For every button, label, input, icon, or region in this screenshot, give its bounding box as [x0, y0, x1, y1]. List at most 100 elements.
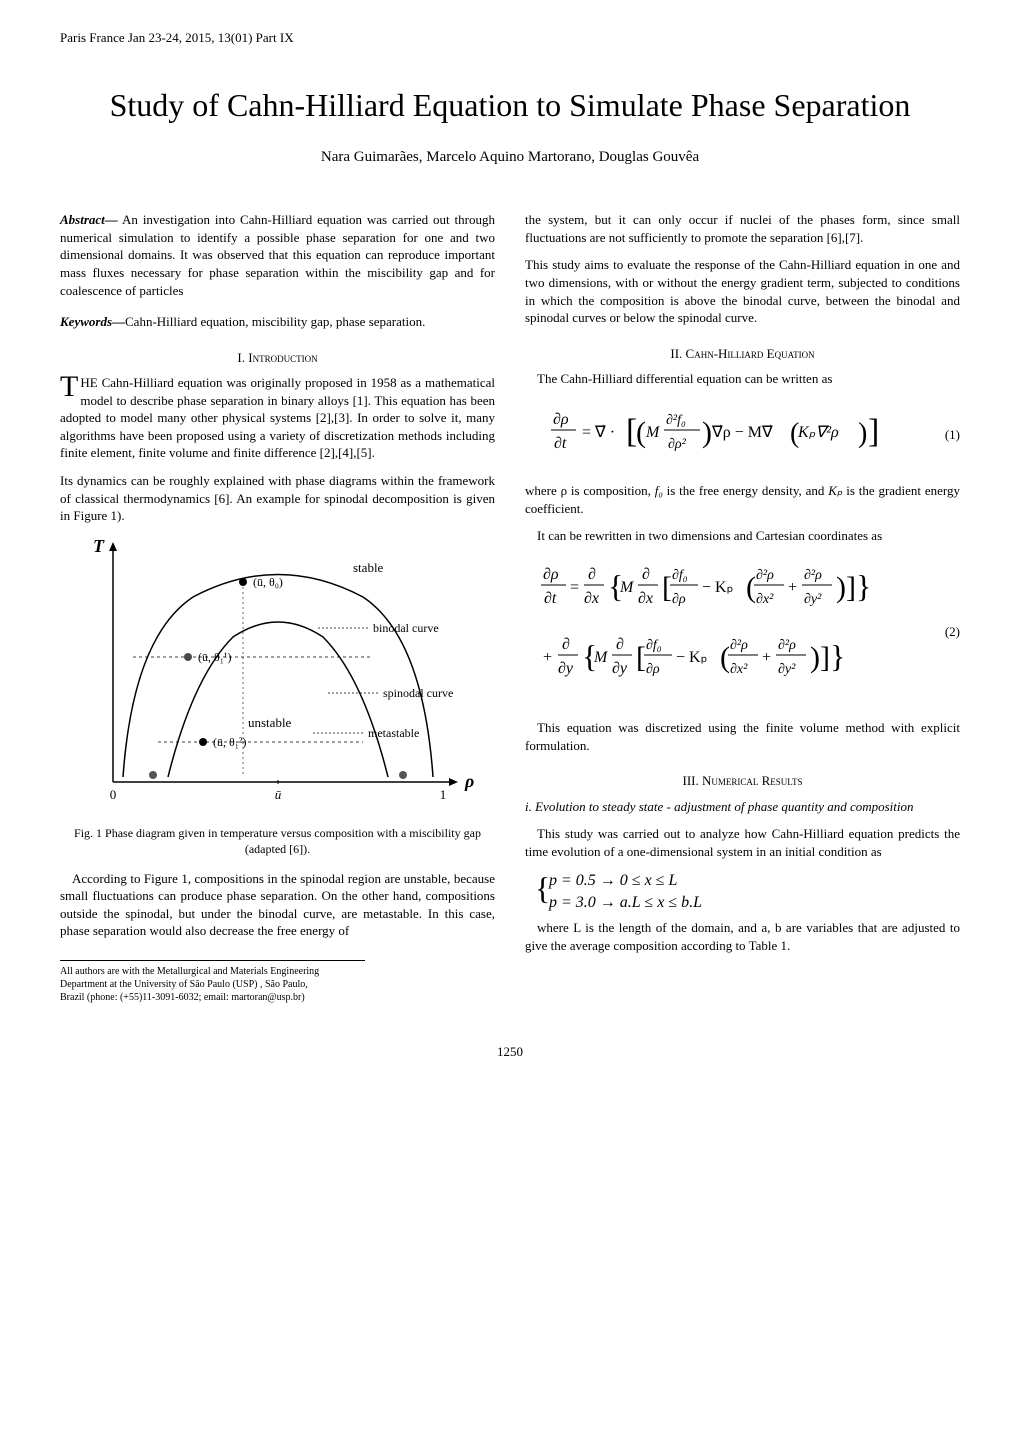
svg-text:[: [ [636, 641, 646, 674]
author-footnote: All authors are with the Metallurgical a… [60, 960, 365, 1004]
svg-text:+: + [543, 649, 552, 666]
svg-text:ρ: ρ [464, 771, 474, 791]
svg-text:∂ρ: ∂ρ [553, 411, 569, 428]
right-p1: the system, but it can only occur if nuc… [525, 211, 960, 246]
footnote-line-1: All authors are with the Metallurgical a… [60, 965, 365, 978]
svg-text:= ∇⃗ ·: = ∇⃗ · [582, 424, 615, 441]
svg-text:∂²ρ: ∂²ρ [778, 638, 796, 653]
sec2-p2-d: Kₚ [828, 483, 842, 498]
equation-1-svg: ∂ρ∂t= ∇⃗ ·[(M∂²f₀∂ρ²)∇⃗ρ − M∇⃗(Kₚ∇²ρ)] [548, 402, 908, 462]
sec2-p2-a: where ρ is composition, [525, 483, 655, 498]
svg-text:∂: ∂ [616, 636, 624, 653]
svg-text:Kₚ∇²ρ: Kₚ∇²ρ [797, 424, 839, 441]
two-column-layout: Abstract— An investigation into Cahn-Hil… [60, 211, 960, 1003]
svg-text:}: } [830, 638, 845, 674]
svg-text:T: T [93, 537, 105, 556]
paper-title: Study of Cahn-Hilliard Equation to Simul… [60, 86, 960, 124]
section-1-heading: I. Introduction [60, 349, 495, 367]
svg-text:): ) [858, 418, 867, 449]
svg-text:∂y: ∂y [558, 660, 574, 677]
sec2-p1: The Cahn-Hilliard differential equation … [525, 370, 960, 388]
sec3-p1: This study was carried out to analyze ho… [525, 825, 960, 860]
sec2-p3: It can be rewritten in two dimensions an… [525, 527, 960, 545]
svg-text:M: M [645, 424, 661, 441]
svg-text:∂: ∂ [588, 566, 596, 583]
footnote-line-2: Department at the University of São Paul… [60, 978, 365, 991]
svg-text:spinodal curve: spinodal curve [383, 686, 453, 700]
abstract-text: An investigation into Cahn-Hilliard equa… [60, 212, 495, 297]
condition-1: p = 0.5 → 0 ≤ x ≤ L [549, 870, 960, 892]
svg-text:=: = [570, 579, 579, 596]
svg-text:+: + [762, 649, 771, 666]
sec3-p2: where L is the length of the domain, and… [525, 919, 960, 954]
svg-text:(: ( [720, 641, 730, 674]
svg-text:1: 1 [439, 787, 446, 802]
svg-text:∂: ∂ [562, 636, 570, 653]
sec2-p2-b: f₀ [655, 483, 663, 498]
equation-2-number: (2) [930, 623, 960, 641]
keywords-block: Keywords—Cahn-Hilliard equation, miscibi… [60, 313, 495, 331]
sec2-p4: This equation was discretized using the … [525, 719, 960, 754]
svg-text:∂ρ²: ∂ρ² [668, 437, 687, 452]
intro-p1: THE Cahn-Hilliard equation was originall… [60, 374, 495, 462]
svg-text:∂x²: ∂x² [730, 662, 748, 677]
svg-text:∂²ρ: ∂²ρ [730, 638, 748, 653]
svg-text:ū: ū [274, 787, 281, 802]
abstract-label: Abstract— [60, 212, 118, 227]
svg-text:∂²ρ: ∂²ρ [756, 568, 774, 583]
svg-text:]: ] [868, 413, 879, 450]
svg-text:∂²ρ: ∂²ρ [804, 568, 822, 583]
svg-text:∂y: ∂y [612, 660, 628, 677]
svg-text:∂f₀: ∂f₀ [672, 568, 688, 583]
svg-text:∂t: ∂t [554, 435, 567, 452]
svg-text:(ū, θ₁²): (ū, θ₁²) [213, 735, 247, 749]
svg-text:∂y²: ∂y² [778, 662, 796, 677]
equation-2-svg: ∂ρ∂t=∂∂x{M∂∂x[∂f₀∂ρ− Kₚ(∂²ρ∂x²+∂²ρ∂y²)]}… [538, 559, 918, 699]
svg-text:∂: ∂ [642, 566, 650, 583]
svg-text:): ) [810, 641, 820, 674]
svg-text:∂x: ∂x [584, 590, 599, 607]
equation-1-number: (1) [930, 426, 960, 444]
svg-text:− Kₚ: − Kₚ [702, 579, 733, 596]
intro-p2: Its dynamics can be roughly explained wi… [60, 472, 495, 525]
equation-2-row: ∂ρ∂t=∂∂x{M∂∂x[∂f₀∂ρ− Kₚ(∂²ρ∂x²+∂²ρ∂y²)]}… [525, 559, 960, 705]
intro-p3: According to Figure 1, compositions in t… [60, 870, 495, 940]
svg-text:]: ] [820, 641, 830, 674]
svg-text:): ) [836, 571, 846, 604]
figure-1-caption: Fig. 1 Phase diagram given in temperatur… [60, 825, 495, 857]
svg-text:): ) [702, 416, 712, 449]
svg-text:∂x: ∂x [638, 590, 653, 607]
condition-2: p = 3.0 → a.L ≤ x ≤ b.L [549, 892, 960, 914]
keywords-text: Cahn-Hilliard equation, miscibility gap,… [125, 314, 425, 329]
abstract-block: Abstract— An investigation into Cahn-Hil… [60, 211, 495, 299]
svg-text:]: ] [846, 571, 856, 604]
svg-text:(ū, θ₀): (ū, θ₀) [253, 575, 283, 589]
section-3-heading: III. Numerical Results [525, 772, 960, 790]
equation-1-row: ∂ρ∂t= ∇⃗ ·[(M∂²f₀∂ρ²)∇⃗ρ − M∇⃗(Kₚ∇²ρ)] (… [525, 402, 960, 468]
sec3-subheading: i. Evolution to steady state - adjustmen… [525, 798, 960, 816]
authors-line: Nara Guimarães, Marcelo Aquino Martorano… [60, 149, 960, 166]
section-2-heading: II. Cahn-Hilliard Equation [525, 345, 960, 363]
figure-1: Tρ01ūstableunstablebinodal curvespinodal… [60, 537, 495, 858]
sec2-p2-c: is the free energy density, and [663, 483, 828, 498]
svg-text:unstable: unstable [248, 715, 292, 730]
svg-text:∂y²: ∂y² [804, 592, 822, 607]
svg-text:∂ρ: ∂ρ [672, 592, 686, 607]
svg-text:(: ( [746, 571, 756, 604]
svg-text:binodal curve: binodal curve [373, 621, 439, 635]
svg-text:∂²f₀: ∂²f₀ [666, 413, 686, 428]
page-number: 1250 [60, 1044, 960, 1060]
keywords-label: Keywords— [60, 314, 125, 329]
svg-text:+: + [788, 579, 797, 596]
intro-p1-text: HE Cahn-Hilliard equation was originally… [60, 375, 495, 460]
conference-header: Paris France Jan 23-24, 2015, 13(01) Par… [60, 30, 960, 46]
sec2-p2: where ρ is composition, f₀ is the free e… [525, 482, 960, 517]
svg-text:∇⃗ρ − M∇⃗: ∇⃗ρ − M∇⃗ [711, 424, 773, 441]
svg-text:∂x²: ∂x² [756, 592, 774, 607]
svg-text:(ū, θ₁¹): (ū, θ₁¹) [198, 650, 232, 664]
svg-text:∂t: ∂t [544, 590, 557, 607]
svg-text:}: } [856, 568, 871, 604]
svg-text:∂ρ: ∂ρ [543, 566, 559, 583]
dropcap: T [60, 374, 80, 400]
svg-text:0: 0 [109, 787, 116, 802]
